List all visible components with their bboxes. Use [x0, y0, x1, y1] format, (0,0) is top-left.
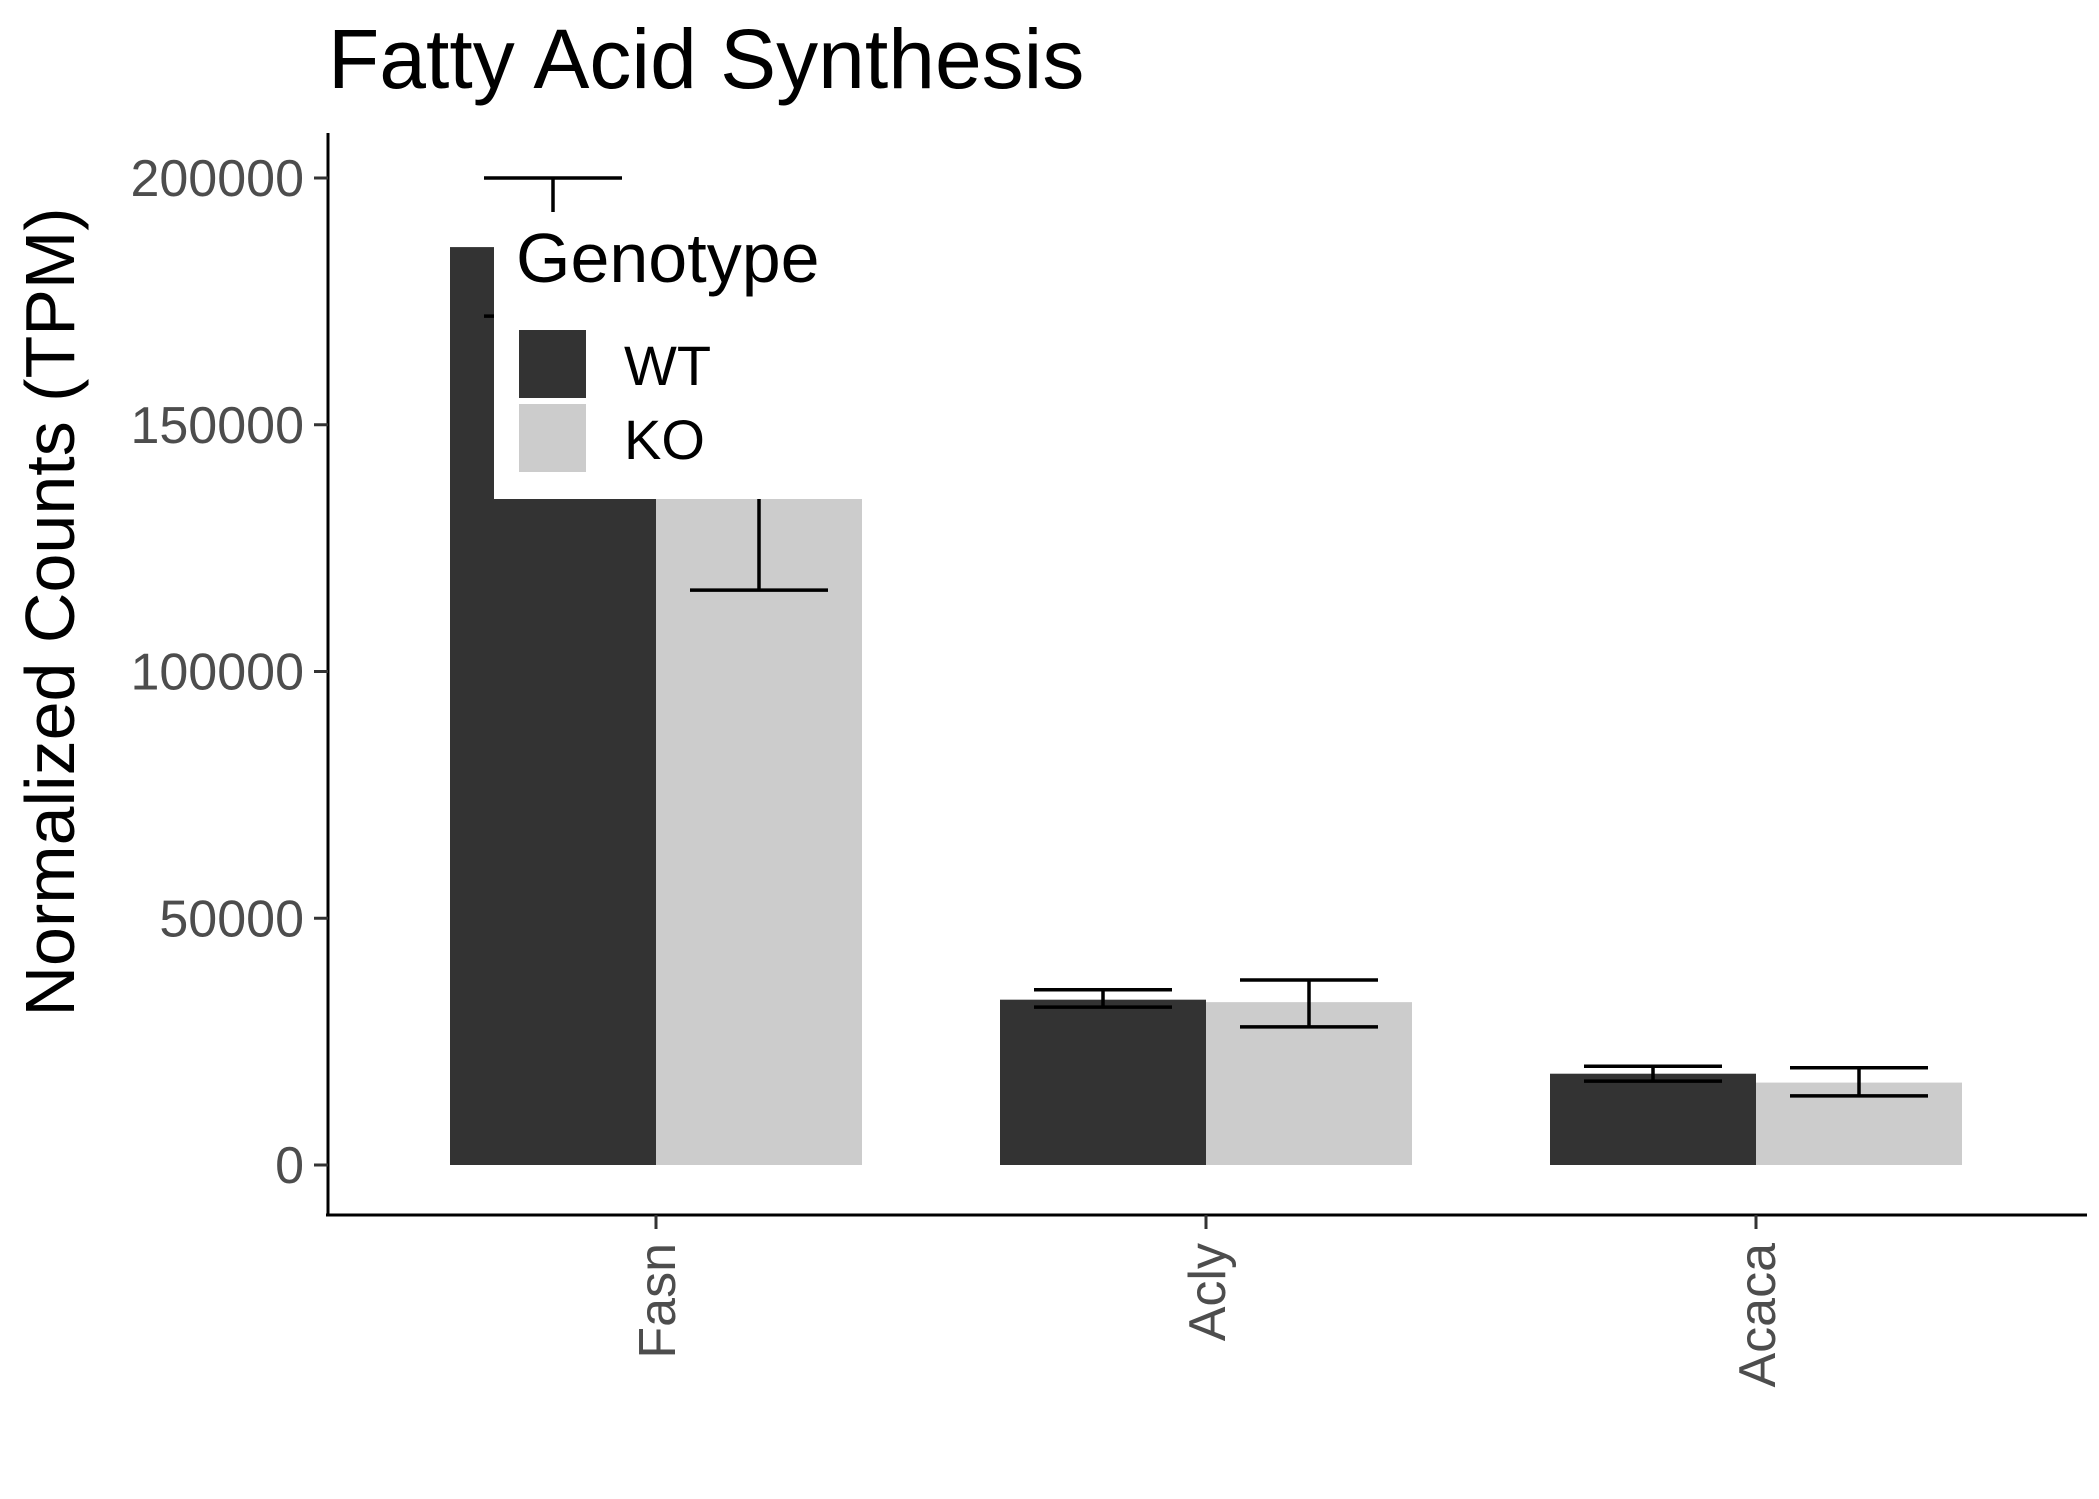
y-ticks: 0 50000 100000 150000 200000	[130, 150, 328, 1195]
x-tick-label-acly: Acly	[1179, 1243, 1237, 1341]
y-tick-label: 100000	[130, 644, 304, 702]
y-tick-label: 200000	[130, 150, 304, 208]
legend: Genotype WT KO	[494, 212, 886, 499]
bar-acaca-wt	[1550, 1073, 1756, 1165]
legend-label-ko: KO	[624, 408, 705, 471]
x-ticks: Fasn Acly Acaca	[629, 1215, 1787, 1388]
bar-acly-ko	[1206, 1002, 1412, 1165]
y-axis-label: Normalized Counts (TPM)	[11, 207, 89, 1016]
errorbar-acaca-ko	[1790, 1066, 1928, 1098]
legend-title: Genotype	[516, 219, 820, 297]
legend-key-ko	[519, 404, 586, 472]
errorbar-acly-wt	[1034, 988, 1172, 1009]
y-tick-label: 0	[275, 1137, 304, 1195]
x-tick-label-acaca: Acaca	[1729, 1243, 1787, 1388]
x-tick-label-fasn: Fasn	[629, 1243, 687, 1359]
chart-title: Fatty Acid Synthesis	[328, 12, 1084, 106]
y-tick-label: 150000	[130, 397, 304, 455]
bar-fasn-ko	[656, 498, 862, 1165]
errorbar-acly-ko	[1240, 978, 1378, 1029]
legend-key-wt	[519, 330, 586, 398]
errorbar-acaca-wt	[1584, 1064, 1722, 1083]
y-tick-label: 50000	[159, 890, 304, 948]
bar-acly-wt	[1000, 999, 1206, 1165]
legend-label-wt: WT	[624, 334, 711, 397]
